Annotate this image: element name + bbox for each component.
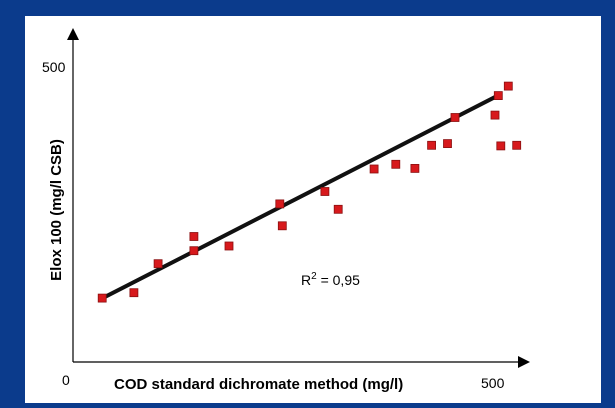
data-point-16: [450, 113, 460, 122]
r-squared-exponent: 2: [311, 271, 317, 282]
data-point-2: [129, 288, 139, 298]
data-point-1: [97, 293, 107, 303]
data-point-19: [496, 141, 506, 151]
data-point-18: [493, 91, 503, 100]
data-point-6: [224, 241, 234, 251]
data-point-21: [512, 140, 522, 150]
y-tick-label: 500: [42, 59, 66, 75]
data-point-4: [189, 246, 199, 256]
data-point-3: [153, 259, 163, 269]
data-point-7: [275, 199, 285, 209]
x-tick-label-origin: 0: [62, 372, 70, 388]
chart-panel: [25, 16, 601, 403]
x-axis-label: COD standard dichromate method (mg/l): [114, 376, 403, 393]
data-point-17: [490, 110, 500, 120]
data-point-20: [503, 81, 513, 91]
trend-line: [98, 94, 499, 302]
data-point-9: [320, 187, 330, 196]
data-point-13: [410, 163, 420, 173]
data-point-8: [277, 221, 287, 231]
r-squared-annotation: R2 = 0,95: [301, 271, 360, 288]
r-squared-symbol: R: [301, 272, 311, 288]
y-axis-label: Elox 100 (mg/l CSB): [48, 139, 65, 281]
data-point-15: [443, 139, 452, 149]
data-point-11: [369, 164, 379, 174]
data-point-5: [189, 232, 199, 241]
r-squared-value: = 0,95: [317, 272, 360, 288]
data-point-14: [427, 140, 437, 150]
x-tick-label-max: 500: [481, 375, 505, 391]
data-point-12: [391, 159, 401, 169]
data-point-10: [333, 204, 343, 214]
